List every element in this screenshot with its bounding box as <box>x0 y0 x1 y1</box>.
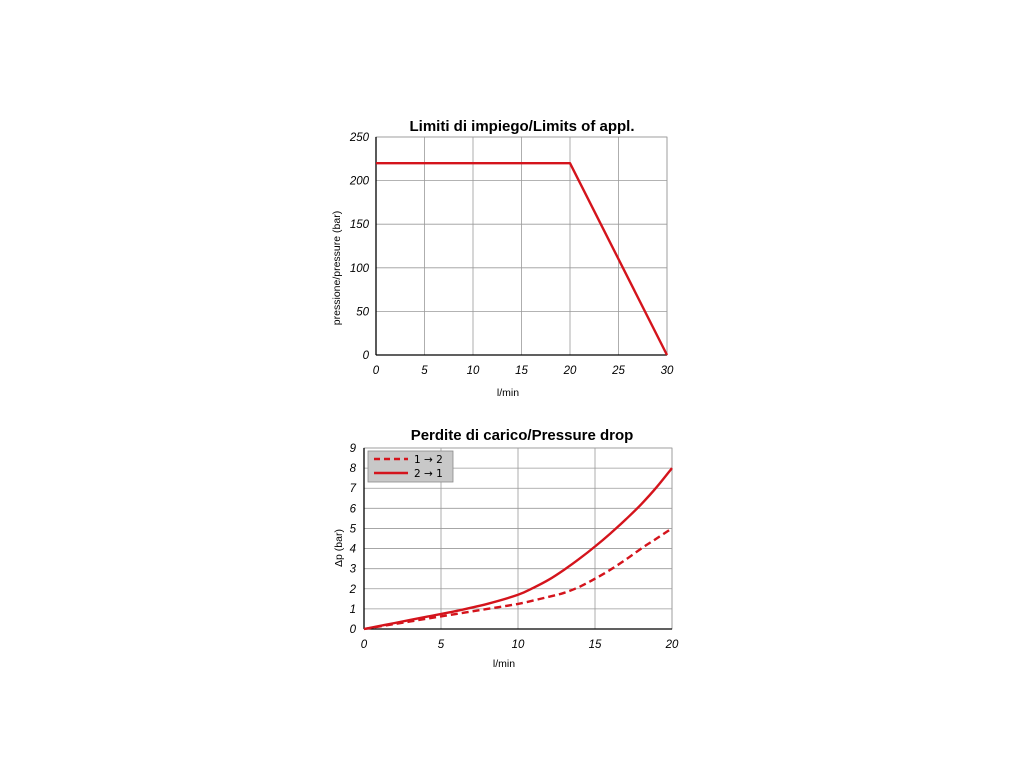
y-tick-label: 5 <box>350 523 357 535</box>
y-tick-label: 8 <box>350 463 357 475</box>
y-tick-label: 50 <box>356 306 369 318</box>
legend-label: 2 → 1 <box>414 468 443 480</box>
x-tick-label: 0 <box>361 639 368 651</box>
y-tick-label: 0 <box>363 350 370 362</box>
limits-chart-series <box>376 162 669 356</box>
y-tick-label: 0 <box>350 624 357 636</box>
x-tick-label: 10 <box>512 639 525 651</box>
y-tick-label: 2 <box>349 584 357 596</box>
y-tick-label: 100 <box>350 263 370 275</box>
limits-chart: Limiti di impiego/Limits of appl. 050100… <box>331 118 674 399</box>
pressure-drop-chart-y-ticks: 0 1 2 3 4 5 6 7 8 9 <box>349 443 357 636</box>
limits-chart-x-label: l/min <box>497 387 519 399</box>
pressure-drop-legend: 1 → 2 2 → 1 <box>367 450 454 483</box>
y-tick-label: 250 <box>349 132 370 144</box>
pressure-drop-chart-x-ticks: 0 5 10 15 20 <box>361 639 679 651</box>
x-tick-label: 20 <box>665 639 679 651</box>
y-tick-label: 200 <box>349 176 370 188</box>
limits-chart-y-label: pressione/pressure (bar) <box>331 211 343 325</box>
y-tick-label: 6 <box>350 503 357 515</box>
x-tick-label: 10 <box>467 365 480 377</box>
y-tick-label: 3 <box>350 564 357 576</box>
limits-chart-x-ticks: 0 5 10 15 20 25 30 <box>373 365 674 377</box>
x-tick-label: 25 <box>611 365 625 377</box>
series-line-1 <box>363 527 673 631</box>
y-tick-label: 7 <box>350 483 357 495</box>
y-tick-label: 4 <box>350 544 356 556</box>
x-tick-label: 5 <box>438 639 445 651</box>
x-tick-label: 20 <box>563 365 577 377</box>
y-tick-label: 1 <box>350 604 356 616</box>
x-tick-label: 15 <box>589 639 602 651</box>
pressure-drop-chart-title: Perdite di carico/Pressure drop <box>411 427 634 444</box>
pressure-drop-chart-y-label: Δp (bar) <box>333 529 345 567</box>
pressure-drop-chart: Perdite di carico/Pressure drop 0 1 2 3 4 5 6 7… <box>333 427 679 670</box>
pressure-drop-chart-x-label: l/min <box>493 658 515 670</box>
series-line-1 <box>376 162 669 356</box>
x-tick-label: 15 <box>515 365 528 377</box>
y-tick-label: 9 <box>350 443 357 455</box>
pressure-drop-chart-series <box>363 467 673 631</box>
legend-box <box>367 450 454 483</box>
series-line-2 <box>363 467 673 631</box>
x-tick-label: 0 <box>373 365 380 377</box>
x-tick-label: 30 <box>661 365 674 377</box>
limits-chart-grid <box>375 136 668 356</box>
x-tick-label: 5 <box>421 365 428 377</box>
limits-chart-y-ticks: 0 50 100 150 200 250 <box>349 132 370 362</box>
y-tick-label: 150 <box>350 219 370 231</box>
legend-label: 1 → 2 <box>414 454 443 466</box>
limits-chart-title: Limiti di impiego/Limits of appl. <box>410 118 635 135</box>
